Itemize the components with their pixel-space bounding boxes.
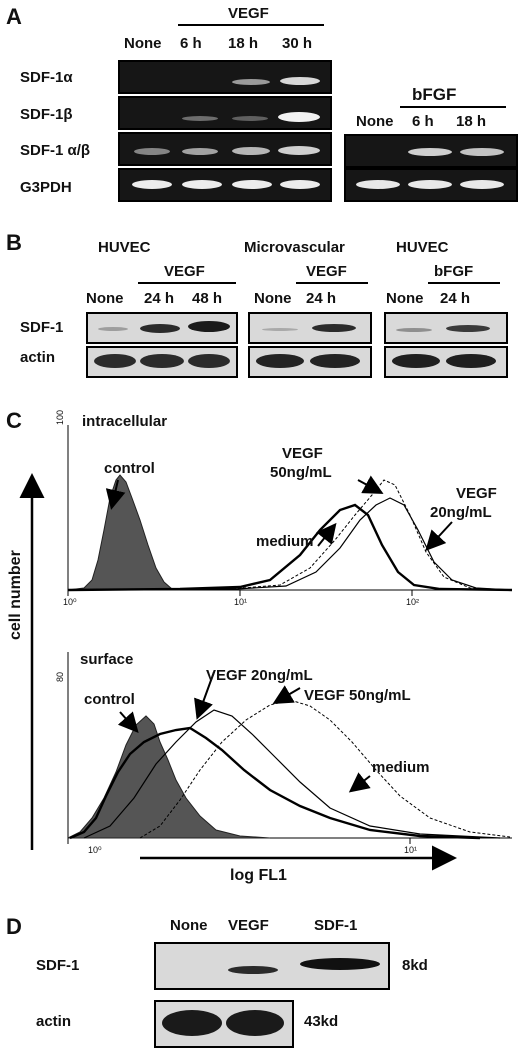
panel-b-group2-treatment: VEGF [306, 263, 347, 280]
panel-a-lane-6h: 6 h [180, 35, 202, 52]
top-xtick-2: 10² [406, 597, 420, 607]
panel-b-group1-lane-none: None [86, 290, 124, 307]
panel-a-bfgf-bracket [400, 106, 506, 108]
bottom-xtick-1: 10¹ [404, 845, 418, 855]
panel-a-row-sdf1ab: SDF-1 α/β [20, 142, 91, 159]
panel-a-bfgf-lane-6h: 6 h [412, 113, 434, 130]
panel-b-group2-bracket [296, 282, 368, 284]
panel-a-bfgf-lane-18h: 18 h [456, 113, 487, 130]
blot-b3-sdf1 [384, 312, 508, 344]
blot-d-sdf1 [154, 942, 296, 990]
gel-bfgf-sdf1 [344, 134, 518, 168]
panel-d-lane-sdf1: SDF-1 [314, 917, 358, 934]
panel-b-group2-cell: Microvascular [244, 239, 345, 256]
panel-b-group1-lane-48h: 48 h [192, 290, 223, 307]
blot-d-actin [154, 1000, 294, 1048]
panel-b-group1-lane-24h: 24 h [144, 290, 175, 307]
panel-a-row-sdf1a: SDF-1α [20, 69, 73, 86]
panel-b-group3-treatment: bFGF [434, 263, 474, 280]
panel-a-vegf-header: VEGF [228, 5, 269, 22]
panel-b-group1-cell: HUVEC [98, 239, 151, 256]
panel-b-group2-lane-24h: 24 h [306, 290, 337, 307]
top-title: intracellular [82, 413, 168, 430]
top-annotation-medium: medium [256, 533, 314, 550]
panel-b-row-actin: actin [20, 349, 56, 366]
gel-g3pdh [118, 168, 332, 202]
blot-b2-sdf1 [248, 312, 372, 344]
panel-d-label: D [6, 914, 22, 939]
top-annotation-control: control [104, 460, 155, 477]
panel-a-bfgf-header: bFGF [412, 85, 457, 104]
bottom-control-histogram [67, 715, 271, 839]
panel-a-lane-none: None [124, 35, 162, 52]
gel-sdf1b [118, 96, 332, 130]
panel-d-size-8kd: 8kd [402, 957, 428, 974]
top-control-histogram [67, 474, 181, 591]
bottom-vegf50-curve [139, 699, 511, 839]
bottom-x-ticks [67, 838, 411, 844]
panel-b-group3-lane-24h: 24 h [440, 290, 471, 307]
panel-b-group2-lane-none: None [254, 290, 292, 307]
top-vegf20-curve [67, 497, 513, 591]
panel-d-lane-vegf: VEGF [228, 917, 269, 934]
panel-d-row-sdf1: SDF-1 [36, 957, 80, 974]
blot-b3-actin [384, 346, 508, 378]
panel-b-group3-bracket [428, 282, 500, 284]
bottom-title: surface [80, 651, 134, 668]
bottom-xtick-0: 10⁰ [88, 845, 102, 855]
panel-a-row-g3pdh: G3PDH [20, 179, 72, 196]
top-annotation-vegf20-b: 20ng/mL [430, 504, 492, 521]
top-annotation-vegf50-a: VEGF [282, 445, 323, 462]
panel-b-group1-bracket [138, 282, 236, 284]
bottom-ymax-tick: 80 [55, 671, 65, 682]
gel-sdf1ab [118, 132, 332, 166]
bottom-vegf20-curve [83, 709, 501, 839]
panel-c-y-axis-label: cell number [7, 550, 24, 640]
panel-a-vegf-bracket [178, 24, 324, 26]
bottom-annotation-medium: medium [372, 759, 430, 776]
panel-d-size-43kd: 43kd [304, 1013, 339, 1030]
panel-a-label: A [6, 4, 22, 29]
blot-b2-actin [248, 346, 372, 378]
panel-d-lane-none: None [170, 917, 208, 934]
panel-a-bfgf-lane-none: None [356, 113, 394, 130]
blot-b1-actin [86, 346, 238, 378]
top-xtick-0: 10⁰ [63, 597, 77, 607]
panel-b-group1-treatment: VEGF [164, 263, 205, 280]
panel-a-lane-18h: 18 h [228, 35, 259, 52]
panel-c-label: C [6, 408, 22, 433]
panel-a-lane-30h: 30 h [282, 35, 313, 52]
panel-b-group3-cell: HUVEC [396, 239, 449, 256]
bottom-annotation-vegf20: VEGF 20ng/mL [206, 667, 313, 684]
blot-d-sdf1-control [292, 942, 390, 990]
bottom-annotation-control: control [84, 691, 135, 708]
panel-b-group3-lane-none: None [386, 290, 424, 307]
gel-bfgf-g3pdh [344, 168, 518, 202]
top-medium-curve [67, 503, 513, 592]
panel-c-x-axis-label: log FL1 [230, 867, 287, 884]
panel-b-row-sdf1: SDF-1 [20, 319, 64, 336]
panel-d-row-actin: actin [36, 1013, 72, 1030]
blot-b1-sdf1 [86, 312, 238, 344]
top-annotation-vegf20-a: VEGF [456, 485, 497, 502]
gel-sdf1a [118, 60, 332, 94]
top-annotation-vegf50-b: 50ng/mL [270, 464, 332, 481]
panel-b-label: B [6, 230, 22, 255]
top-ymax-tick: 100 [55, 409, 65, 425]
top-xtick-1: 10¹ [234, 597, 248, 607]
panel-a-row-sdf1b: SDF-1β [20, 106, 73, 123]
top-x-ticks [67, 590, 413, 596]
bottom-annotation-vegf50: VEGF 50ng/mL [304, 687, 411, 704]
